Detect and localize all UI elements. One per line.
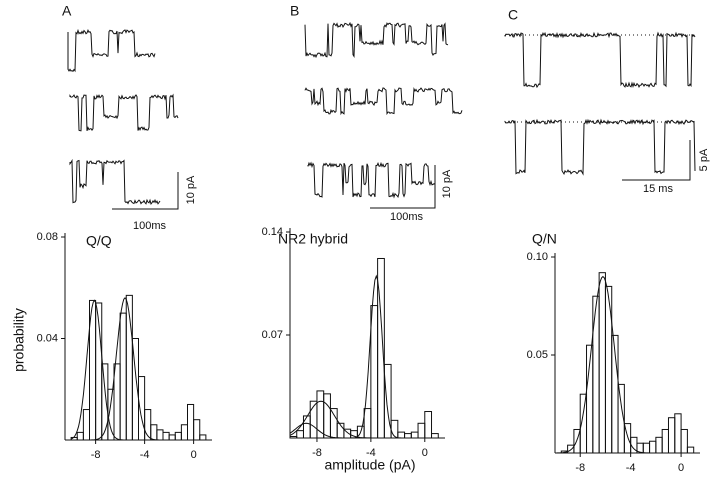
- histogram-bin: [661, 428, 669, 454]
- time-scale: 15 ms: [643, 183, 673, 195]
- scale-bar: [112, 172, 179, 210]
- chart-title: NR2 hybrid: [278, 231, 348, 247]
- histogram-bin: [431, 433, 439, 439]
- current-scale: 10 pA: [185, 175, 197, 204]
- histogram-bin: [193, 419, 201, 441]
- histogram-bin: [617, 383, 625, 454]
- histogram-bin: [424, 411, 433, 439]
- histogram-bin: [296, 430, 304, 439]
- gaussian-fit: [555, 275, 694, 454]
- time-scale: 100ms: [390, 211, 424, 223]
- histogram-bin: [642, 442, 651, 454]
- histogram-bin: [417, 422, 426, 439]
- x-tick-label: 0: [191, 449, 197, 461]
- x-tick-label: -8: [91, 449, 101, 461]
- gaussian-fit: [289, 422, 439, 439]
- histogram-bin: [168, 434, 176, 441]
- histogram-bin: [397, 431, 406, 439]
- scale-bars: [112, 140, 691, 210]
- histogram-bin: [598, 272, 606, 454]
- current-trace: [304, 21, 449, 59]
- current-trace: [504, 118, 696, 176]
- histogram-bin: [674, 413, 682, 454]
- histogram-bin: [174, 431, 182, 441]
- histogram-bin: [370, 305, 379, 439]
- panel-label: B: [290, 3, 299, 19]
- histogram-bin: [82, 409, 90, 441]
- current-trace: [69, 158, 161, 205]
- panel-label: A: [62, 3, 72, 19]
- chart-title: Q/Q: [86, 233, 112, 249]
- current-trace: [69, 93, 179, 132]
- histogram-bin: [101, 363, 109, 441]
- histogram-bin: [316, 390, 325, 439]
- scale-bar: [370, 165, 436, 209]
- histogram-bin: [150, 424, 158, 441]
- current-scale: 5 pA: [698, 148, 710, 171]
- panel-label: C: [508, 7, 518, 23]
- current-trace: [307, 161, 436, 199]
- histogram-bin: [302, 415, 311, 439]
- histogram-bin: [363, 408, 372, 439]
- histogram-bin: [592, 295, 600, 454]
- histogram-bin: [567, 444, 575, 454]
- histogram-bin: [404, 433, 412, 439]
- x-tick-label: -4: [626, 462, 636, 474]
- y-tick-label: 0.08: [37, 231, 58, 243]
- y-tick-label: 0.07: [262, 329, 283, 341]
- histogram-bin: [76, 431, 84, 441]
- histogram-bin: [113, 363, 121, 441]
- gaussian-fit: [290, 274, 439, 439]
- histogram-bin: [686, 446, 695, 454]
- histogram-bin: [187, 403, 195, 441]
- x-axis-label: amplitude (pA): [324, 457, 415, 473]
- current-scale: 10 pA: [441, 169, 453, 198]
- histogram-bin: [119, 312, 127, 441]
- histogram-bin: [156, 429, 164, 441]
- histogram-bin: [667, 417, 676, 454]
- x-tick-label: 0: [422, 447, 428, 459]
- histogram-bin: [323, 393, 331, 439]
- x-tick-label: -4: [366, 447, 376, 459]
- y-tick-label: 0.05: [527, 349, 548, 361]
- y-tick-label: 0.14: [262, 226, 283, 238]
- chart-title: Q/N: [532, 231, 557, 247]
- time-scale: 100ms: [133, 220, 167, 232]
- histogram-bin: [649, 440, 657, 454]
- gaussian-fit: [71, 297, 206, 441]
- x-tick-label: -8: [312, 447, 322, 459]
- histogram-bin: [390, 419, 399, 439]
- x-tick-label: -4: [140, 449, 150, 461]
- y-tick-label: 0.10: [527, 251, 548, 263]
- histogram-bin: [655, 436, 663, 454]
- scale-bar: [622, 140, 691, 181]
- histogram-bin: [329, 408, 338, 439]
- current-trace: [304, 86, 463, 116]
- current-trace: [504, 31, 696, 89]
- histogram-bin: [680, 428, 688, 454]
- x-tick-label: -8: [575, 462, 585, 474]
- histogram-bin: [410, 431, 419, 439]
- y-axis-label: probability: [11, 308, 27, 372]
- histogram-bin: [180, 424, 188, 441]
- x-tick-label: 0: [678, 462, 684, 474]
- histogram-bin: [199, 434, 207, 441]
- y-tick-label: 0.04: [37, 332, 58, 344]
- histogram-bin: [162, 431, 170, 441]
- current-trace: [67, 28, 156, 73]
